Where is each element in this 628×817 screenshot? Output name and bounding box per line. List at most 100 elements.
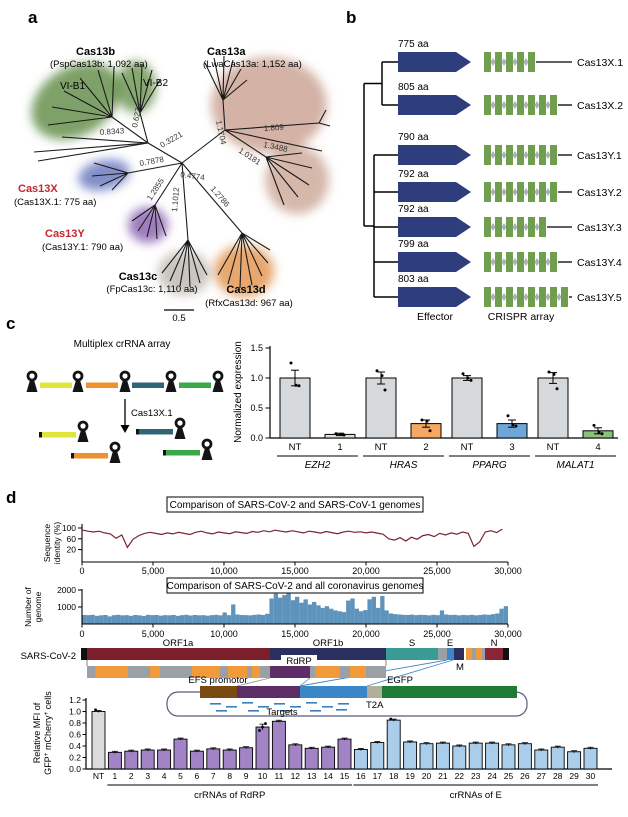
bar-27 [534,749,549,770]
crispr-spacer [512,58,518,66]
egfp-label: EGFP [387,675,413,686]
x-tick-label: 24 [487,771,497,781]
protein-name: Cas13X.1 [577,57,623,69]
histogram-bin [239,614,244,624]
hairpin-loop [201,438,213,450]
spacer-segment [179,382,211,388]
effector-block [398,182,471,202]
clade-detail-cas13d: (RfxCas13d: 967 aa) [205,298,293,309]
histogram-bin [478,614,483,624]
data-point [294,383,298,387]
accessory-segment [438,648,447,660]
y-tick-label: 60 [67,534,77,544]
x-tick-label: 30 [586,771,596,781]
effector-block [398,217,471,237]
rdrp-target-connector [299,677,311,687]
histogram-bin [218,615,223,624]
x-tick-label: 15,000 [281,629,309,639]
crispr-spacer [512,293,518,301]
histogram-bin [133,614,138,624]
histogram-bin [124,615,129,624]
bar-4 [157,749,172,770]
branch-length: 0.7878 [139,155,165,168]
crispr-spacer [501,293,507,301]
crispr-repeat [484,182,491,202]
bar-25 [501,744,516,770]
crispr-repeat [484,95,491,115]
histogram-bin [90,614,95,624]
crispr-repeat [517,217,524,237]
crispr-spacer [501,58,507,66]
crispr-spacer [501,151,507,159]
x-tick-label: 29 [569,771,579,781]
group-label: crRNAs of E [450,790,502,801]
crispr-spacer [490,223,496,231]
crrna-end-cap [71,453,74,459]
effector-legend: Effector [417,311,453,323]
crispr-spacer [523,188,529,196]
x-tick-label: 26 [520,771,530,781]
hairpin-loop [109,441,121,453]
crispr-spacer [545,188,551,196]
crispr-repeat [539,95,546,115]
histogram-bin [299,602,304,624]
crispr-repeat [528,287,535,307]
crispr-spacer [534,101,540,109]
crispr-repeat [528,95,535,115]
effector-block [398,52,471,72]
branch-length: 1.2855 [145,176,166,202]
histogram-bin [414,615,419,624]
y-tick-label: 1.0 [250,373,263,383]
s-label: S [409,638,415,649]
y-axis-label: identity (%) [52,522,62,565]
crispr-spacer [501,223,507,231]
crispr-repeat [528,52,535,72]
bar-22 [452,745,467,770]
mfi-bar-chart: 0.00.2 0.40.6 0.81.0 1.2 Relative MFI ofGFP+… [32,691,612,801]
data-point [597,430,601,434]
bar-9 [239,747,254,770]
crispr-spacer [545,293,551,301]
spacer-segment [86,382,118,388]
x-tick-label: NT [289,442,302,453]
histogram-bin [375,607,381,624]
crispr-spacer [534,293,540,301]
crispr-spacer [490,293,496,301]
crispr-spacer [556,293,562,301]
bar-MALAT1-NT [537,377,569,439]
effector-block [398,95,471,115]
data-point [383,388,387,392]
crispr-repeat [484,287,491,307]
x-tick-label: 16 [356,771,366,781]
crispr-repeat [484,145,491,165]
x-tick-label: 6 [195,771,200,781]
bar-14 [321,746,336,770]
crispr-repeat [550,95,557,115]
histogram-bin [269,598,274,624]
rdrp-target-connector [236,677,271,687]
data-point [289,361,293,365]
processed-crrna [166,450,200,456]
x-tick-label: 14 [323,771,333,781]
histogram-bin [307,604,313,624]
histogram-bin [346,600,351,624]
histogram-bin [231,604,236,624]
histogram-bin [303,599,308,624]
bar-20 [419,743,434,770]
histogram-bin [448,614,453,624]
orf1a-segment [87,648,270,660]
histogram-bin [277,597,283,624]
enzyme-label: Cas13X.1 [131,408,173,419]
bar-1 [107,751,122,770]
e-gene-segment [447,648,454,660]
clade-detail-cas13y: (Cas13Y.1: 790 aa) [42,242,123,253]
crispr-repeat [517,95,524,115]
y-tick-label: 1.2 [69,695,81,705]
accessory-segment [466,648,472,660]
nsp-segment [350,666,366,678]
crispr-repeat [550,182,557,202]
histogram-bin [265,613,270,624]
x-tick-label: 15 [340,771,350,781]
title-box [166,496,424,513]
histogram-bin [324,606,330,624]
